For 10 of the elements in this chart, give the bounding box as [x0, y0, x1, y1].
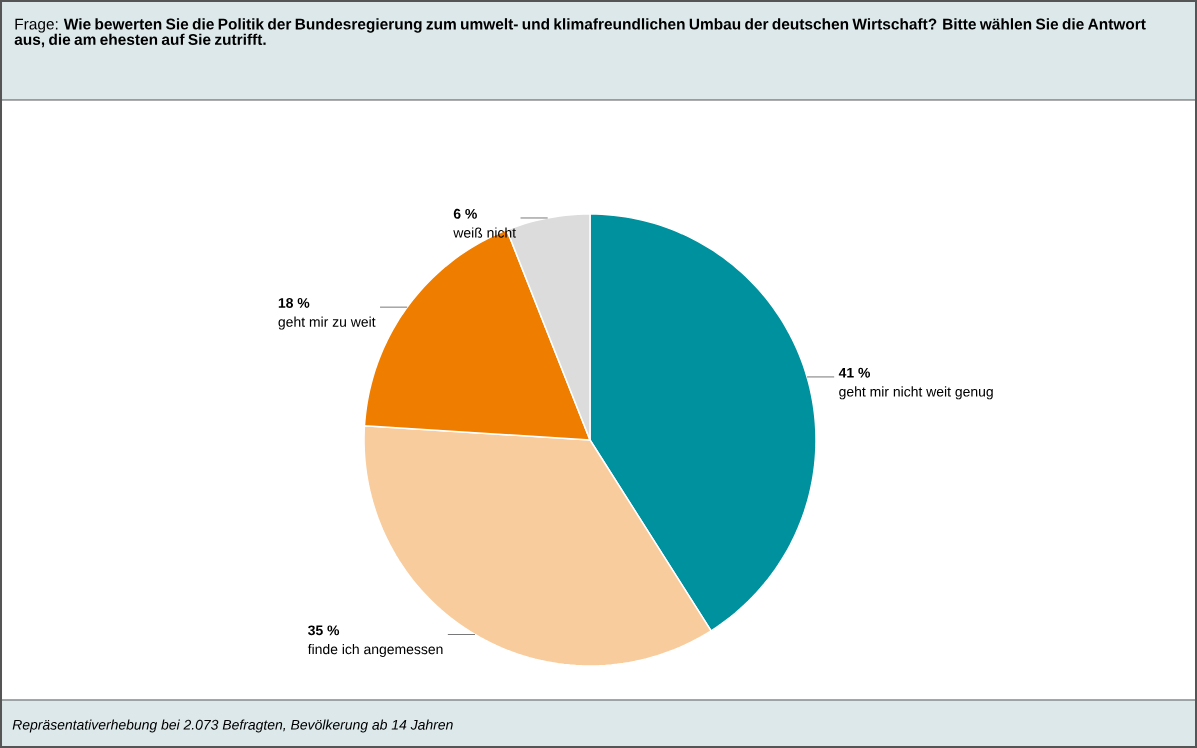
- slice-label: finde ich angemessen: [307, 643, 443, 657]
- text: Repräsentativerhebung bei 2.073 Befragten, Bevölkerung ab 14 Jahren: [12, 719, 453, 733]
- chart-title: Frage: Wie bewerten Sie die Politik der Bundesregierung zum umwelt- und klimafreundlichen Umbau der deutschen Wirtschaft? Bitte wählen Sie die Antwort aus, die am ehesten auf Sie zutrifft.: [14, 18, 1146, 48]
- data-label: 6 %: [453, 208, 477, 219]
- data-label: 35 %: [308, 625, 340, 636]
- data-label: 18 %: [278, 298, 310, 308]
- slice-label: geht mir zu weit: [278, 316, 376, 330]
- data-label: 41 %: [838, 367, 871, 378]
- slice-label: weiß nicht: [453, 227, 516, 238]
- slice-label: geht mir nicht weit genug: [839, 386, 993, 400]
